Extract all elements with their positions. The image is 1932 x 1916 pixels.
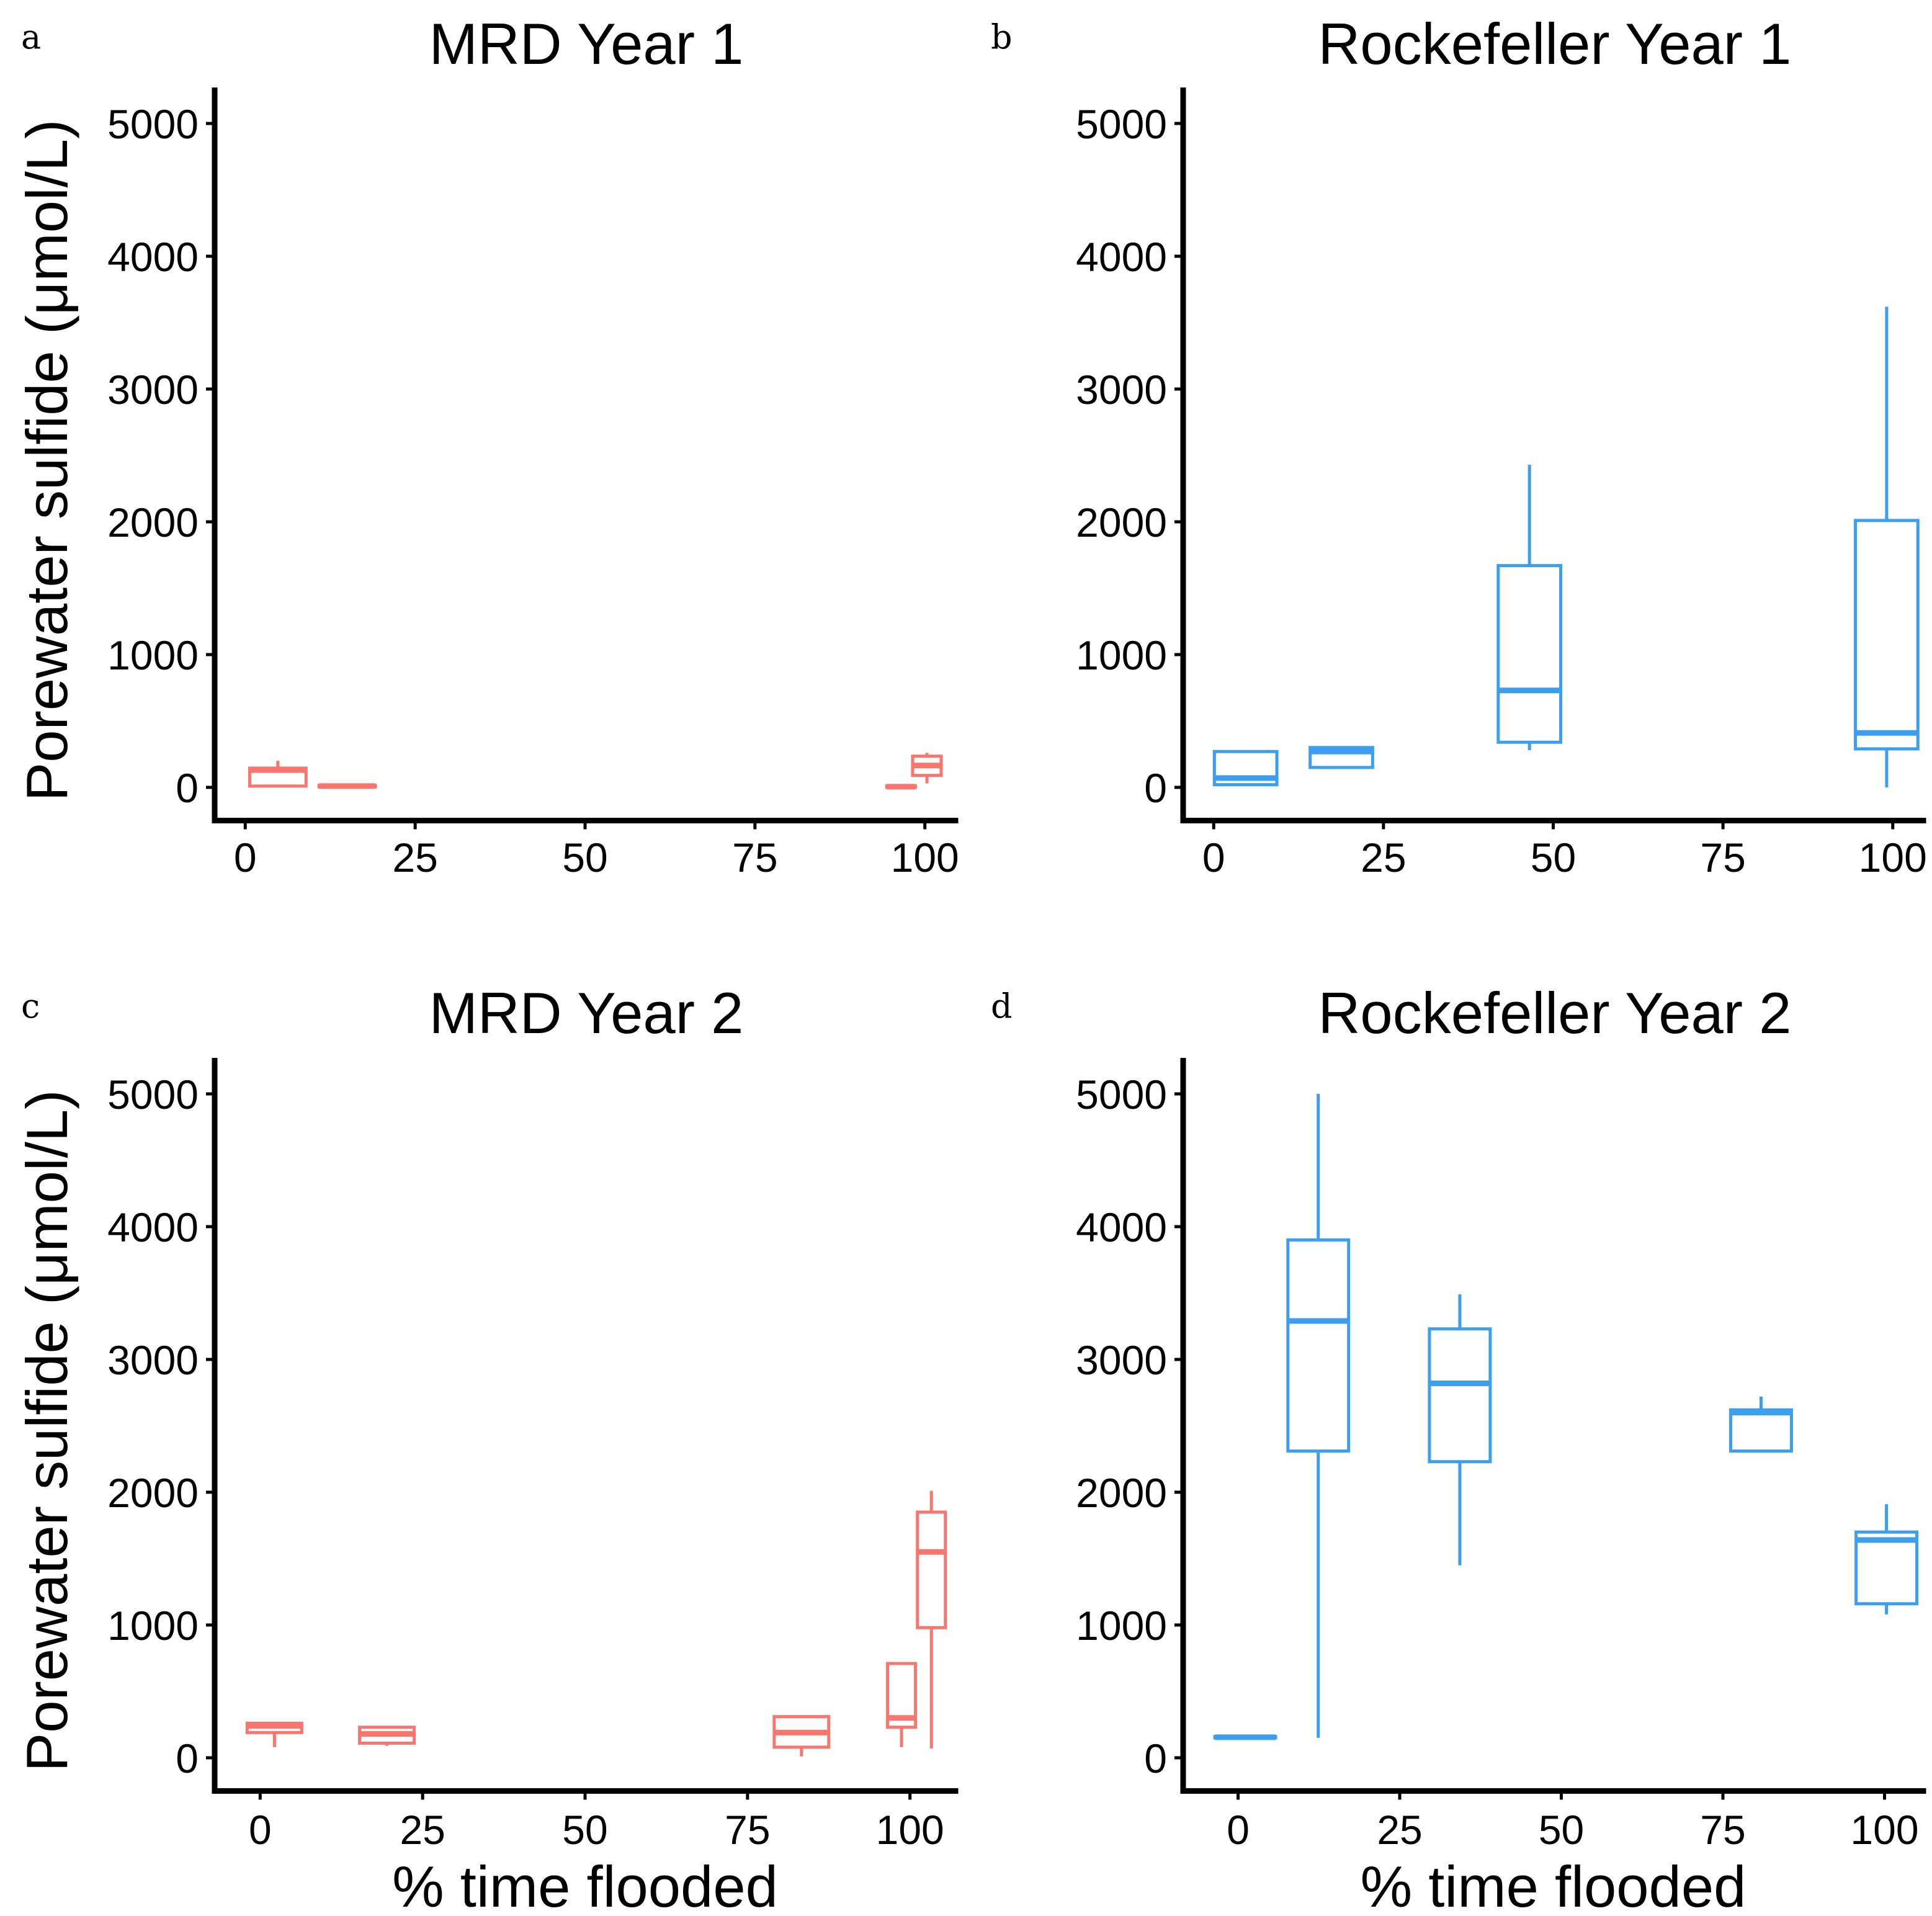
y-tick-label: 4000 xyxy=(107,234,199,280)
box-plot xyxy=(358,1726,416,1746)
x-tick-label: 50 xyxy=(1531,835,1576,880)
x-tick-label: 100 xyxy=(1859,835,1927,880)
y-tick-label: 3000 xyxy=(1076,1337,1167,1383)
y-tick-label: 3000 xyxy=(107,367,199,413)
x-tick-label: 50 xyxy=(562,1807,607,1853)
x-tick-label: 25 xyxy=(400,1807,445,1853)
panel-letter: a xyxy=(21,17,41,56)
y-tick-label: 0 xyxy=(176,765,199,811)
panel-d: d Rockefeller Year 2010002000300040005000… xyxy=(991,980,1926,1916)
box-plot xyxy=(1286,1094,1351,1738)
box-plot xyxy=(911,753,943,784)
panel-c: c MRD Year 2 0 1000 2000 3000 4000 5000 0 25 50 75 1… xyxy=(14,980,959,1916)
box-plot xyxy=(248,761,308,788)
x-tick-label: 100 xyxy=(876,1807,944,1853)
x-tick-label: 75 xyxy=(1700,1807,1745,1853)
box-iqr xyxy=(916,1510,947,1629)
box-plot xyxy=(1854,307,1920,787)
y-tick-label: 4000 xyxy=(1076,234,1167,280)
box-plot xyxy=(1729,1396,1793,1453)
x-tick-label: 25 xyxy=(1377,1807,1422,1853)
y-tick-label: 5000 xyxy=(107,101,199,147)
panel-title: Rockefeller Year 1 xyxy=(1318,11,1792,76)
axis-lines xyxy=(212,87,959,823)
x-tick-label: 75 xyxy=(1700,835,1745,880)
box-plot xyxy=(886,1662,918,1747)
box-plot xyxy=(885,784,917,790)
y-tick-label: 4000 xyxy=(107,1204,199,1250)
x-tick-label: 0 xyxy=(1227,1807,1250,1853)
x-tick-label: 75 xyxy=(732,835,777,880)
y-tick-label: 0 xyxy=(1144,1735,1167,1781)
axis-lines xyxy=(212,1058,959,1794)
box-iqr xyxy=(1854,519,1920,751)
box-plot xyxy=(1308,746,1374,769)
panel-title: Rockefeller Year 2 xyxy=(1318,980,1792,1045)
panel-a: a MRD Year 1 0 1000 2000 3000 4000 5000 0 25 50 75 1… xyxy=(14,11,959,880)
y-tick-label: 0 xyxy=(1144,765,1167,811)
x-axis-title: % time flooded xyxy=(1361,1854,1746,1916)
panel-title: MRD Year 1 xyxy=(429,11,744,76)
x-tick-label: 0 xyxy=(234,835,257,880)
panel-letter: c xyxy=(21,987,40,1026)
y-tick-label: 4000 xyxy=(1076,1204,1167,1250)
y-tick-label: 1000 xyxy=(1076,1603,1167,1649)
box-plot xyxy=(1854,1504,1919,1614)
y-tick-label: 1000 xyxy=(1076,632,1167,678)
x-tick-label: 100 xyxy=(891,835,959,880)
x-tick-label: 0 xyxy=(1202,835,1225,880)
x-tick-label: 75 xyxy=(725,1807,770,1853)
y-axis-title: Porewater sulfide (μmol/L) xyxy=(14,120,79,802)
x-tick-label: 50 xyxy=(562,835,607,880)
y-tick-label: 2000 xyxy=(107,1470,199,1516)
panel-letter: b xyxy=(991,17,1013,56)
box-plot xyxy=(1212,750,1279,787)
x-tick-label: 25 xyxy=(392,835,437,880)
y-tick-label: 3000 xyxy=(1076,367,1167,413)
x-axis-title: % time flooded xyxy=(392,1854,778,1916)
box-plot xyxy=(1428,1294,1492,1565)
y-tick-label: 1000 xyxy=(107,1603,199,1649)
box-plot xyxy=(317,783,377,789)
box-plot xyxy=(1213,1734,1277,1740)
y-tick-label: 1000 xyxy=(107,632,199,678)
box-plot xyxy=(245,1721,303,1747)
y-axis-title: Porewater sulfide (μmol/L) xyxy=(14,1090,79,1772)
y-tick-label: 3000 xyxy=(107,1337,199,1383)
y-tick-label: 5000 xyxy=(1076,1072,1167,1117)
x-tick-label: 50 xyxy=(1539,1807,1584,1853)
box-iqr xyxy=(1428,1327,1492,1464)
box-plot xyxy=(1496,464,1563,751)
y-tick-label: 2000 xyxy=(107,499,199,545)
box-iqr xyxy=(1286,1238,1351,1453)
axis-lines xyxy=(1180,1058,1926,1794)
x-tick-label: 25 xyxy=(1361,835,1406,880)
y-tick-label: 0 xyxy=(176,1735,199,1781)
box-plot xyxy=(772,1715,831,1757)
axis-lines xyxy=(1180,87,1926,823)
y-tick-label: 5000 xyxy=(107,1072,199,1117)
y-tick-label: 5000 xyxy=(1076,101,1167,147)
y-tick-label: 2000 xyxy=(1076,1470,1167,1516)
panel-letter: d xyxy=(991,987,1013,1026)
box-iqr xyxy=(1729,1408,1793,1453)
panel-b: b Rockefeller Year 1010002000300040005000… xyxy=(991,11,1927,880)
x-tick-label: 100 xyxy=(1850,1807,1918,1853)
y-tick-label: 2000 xyxy=(1076,499,1167,545)
box-plot xyxy=(916,1490,947,1749)
box-iqr xyxy=(1496,564,1563,744)
x-tick-label: 0 xyxy=(249,1807,272,1853)
panel-title: MRD Year 2 xyxy=(429,980,744,1045)
box-iqr xyxy=(1854,1530,1919,1606)
